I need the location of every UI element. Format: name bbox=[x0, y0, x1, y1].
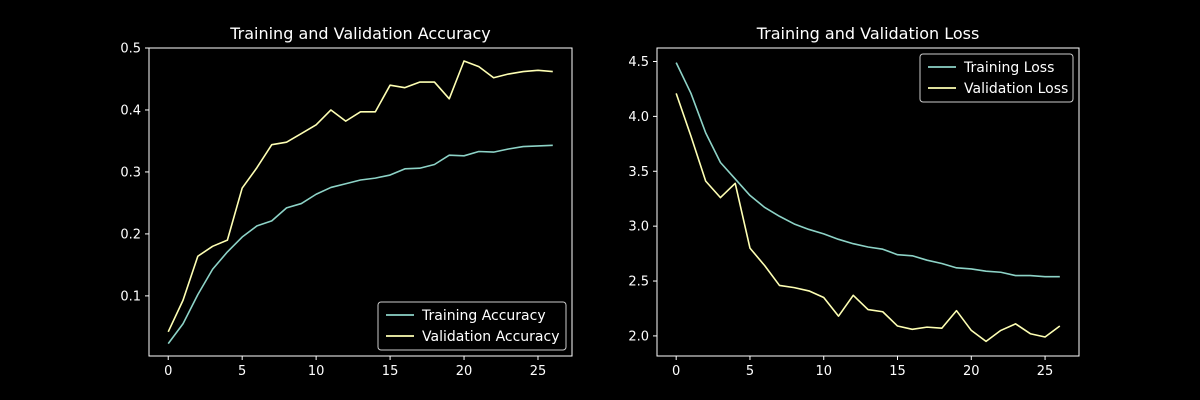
y-tick-label: 0.5 bbox=[120, 42, 141, 57]
x-tick-label: 0 bbox=[164, 364, 172, 379]
x-tick-label: 10 bbox=[308, 364, 325, 379]
plot-frame bbox=[148, 47, 573, 357]
y-tick-label: 2.5 bbox=[628, 275, 649, 290]
series-line-2 bbox=[675, 93, 1061, 343]
x-tick-label: 15 bbox=[889, 364, 906, 379]
x-tick-label: 20 bbox=[963, 364, 980, 379]
legend-label: Training Accuracy bbox=[421, 308, 546, 324]
plot-frame bbox=[656, 47, 1080, 357]
series-line-1 bbox=[675, 62, 1060, 278]
chart-title: Training and Validation Loss bbox=[756, 24, 980, 43]
y-tick-label: 0.3 bbox=[120, 165, 141, 180]
x-tick-label: 25 bbox=[1037, 364, 1054, 379]
y-tick-label: 4.5 bbox=[628, 55, 649, 70]
y-tick-label: 2.0 bbox=[628, 329, 649, 344]
x-tick-label: 10 bbox=[815, 364, 832, 379]
charts: Training and Validation Accuracy 0 5 10 15 20… bbox=[120, 24, 1080, 379]
y-tick-label: 3.5 bbox=[628, 165, 649, 180]
y-tick-label: 4.0 bbox=[628, 110, 649, 125]
chart-1: Training and Validation Accuracy 0 5 10 15 20… bbox=[120, 24, 573, 379]
y-tick-label: 3.0 bbox=[628, 220, 649, 235]
chart-2: Training and Validation Loss 0 5 10 15 20 25 2.… bbox=[628, 24, 1080, 379]
legend-label: Validation Accuracy bbox=[422, 329, 560, 345]
x-tick-label: 25 bbox=[530, 364, 547, 379]
chart-title: Training and Validation Accuracy bbox=[229, 24, 491, 43]
legend: Training Accuracy Validation Accuracy bbox=[377, 301, 567, 351]
y-tick-label: 0.1 bbox=[120, 289, 141, 304]
x-tick-label: 0 bbox=[672, 364, 680, 379]
legend-box bbox=[377, 301, 567, 351]
y-tick-label: 0.4 bbox=[120, 103, 141, 118]
legend-label: Training Loss bbox=[963, 60, 1054, 76]
x-tick-label: 5 bbox=[746, 364, 754, 379]
x-tick-label: 15 bbox=[382, 364, 399, 379]
series-line-2 bbox=[167, 60, 553, 333]
legend-box bbox=[919, 53, 1074, 103]
x-tick-label: 20 bbox=[456, 364, 473, 379]
series-line-1 bbox=[167, 144, 553, 345]
y-tick-label: 0.2 bbox=[120, 227, 141, 242]
legend-label: Validation Loss bbox=[964, 81, 1068, 97]
legend: Training Loss Validation Loss bbox=[919, 53, 1074, 103]
x-tick-label: 5 bbox=[238, 364, 246, 379]
